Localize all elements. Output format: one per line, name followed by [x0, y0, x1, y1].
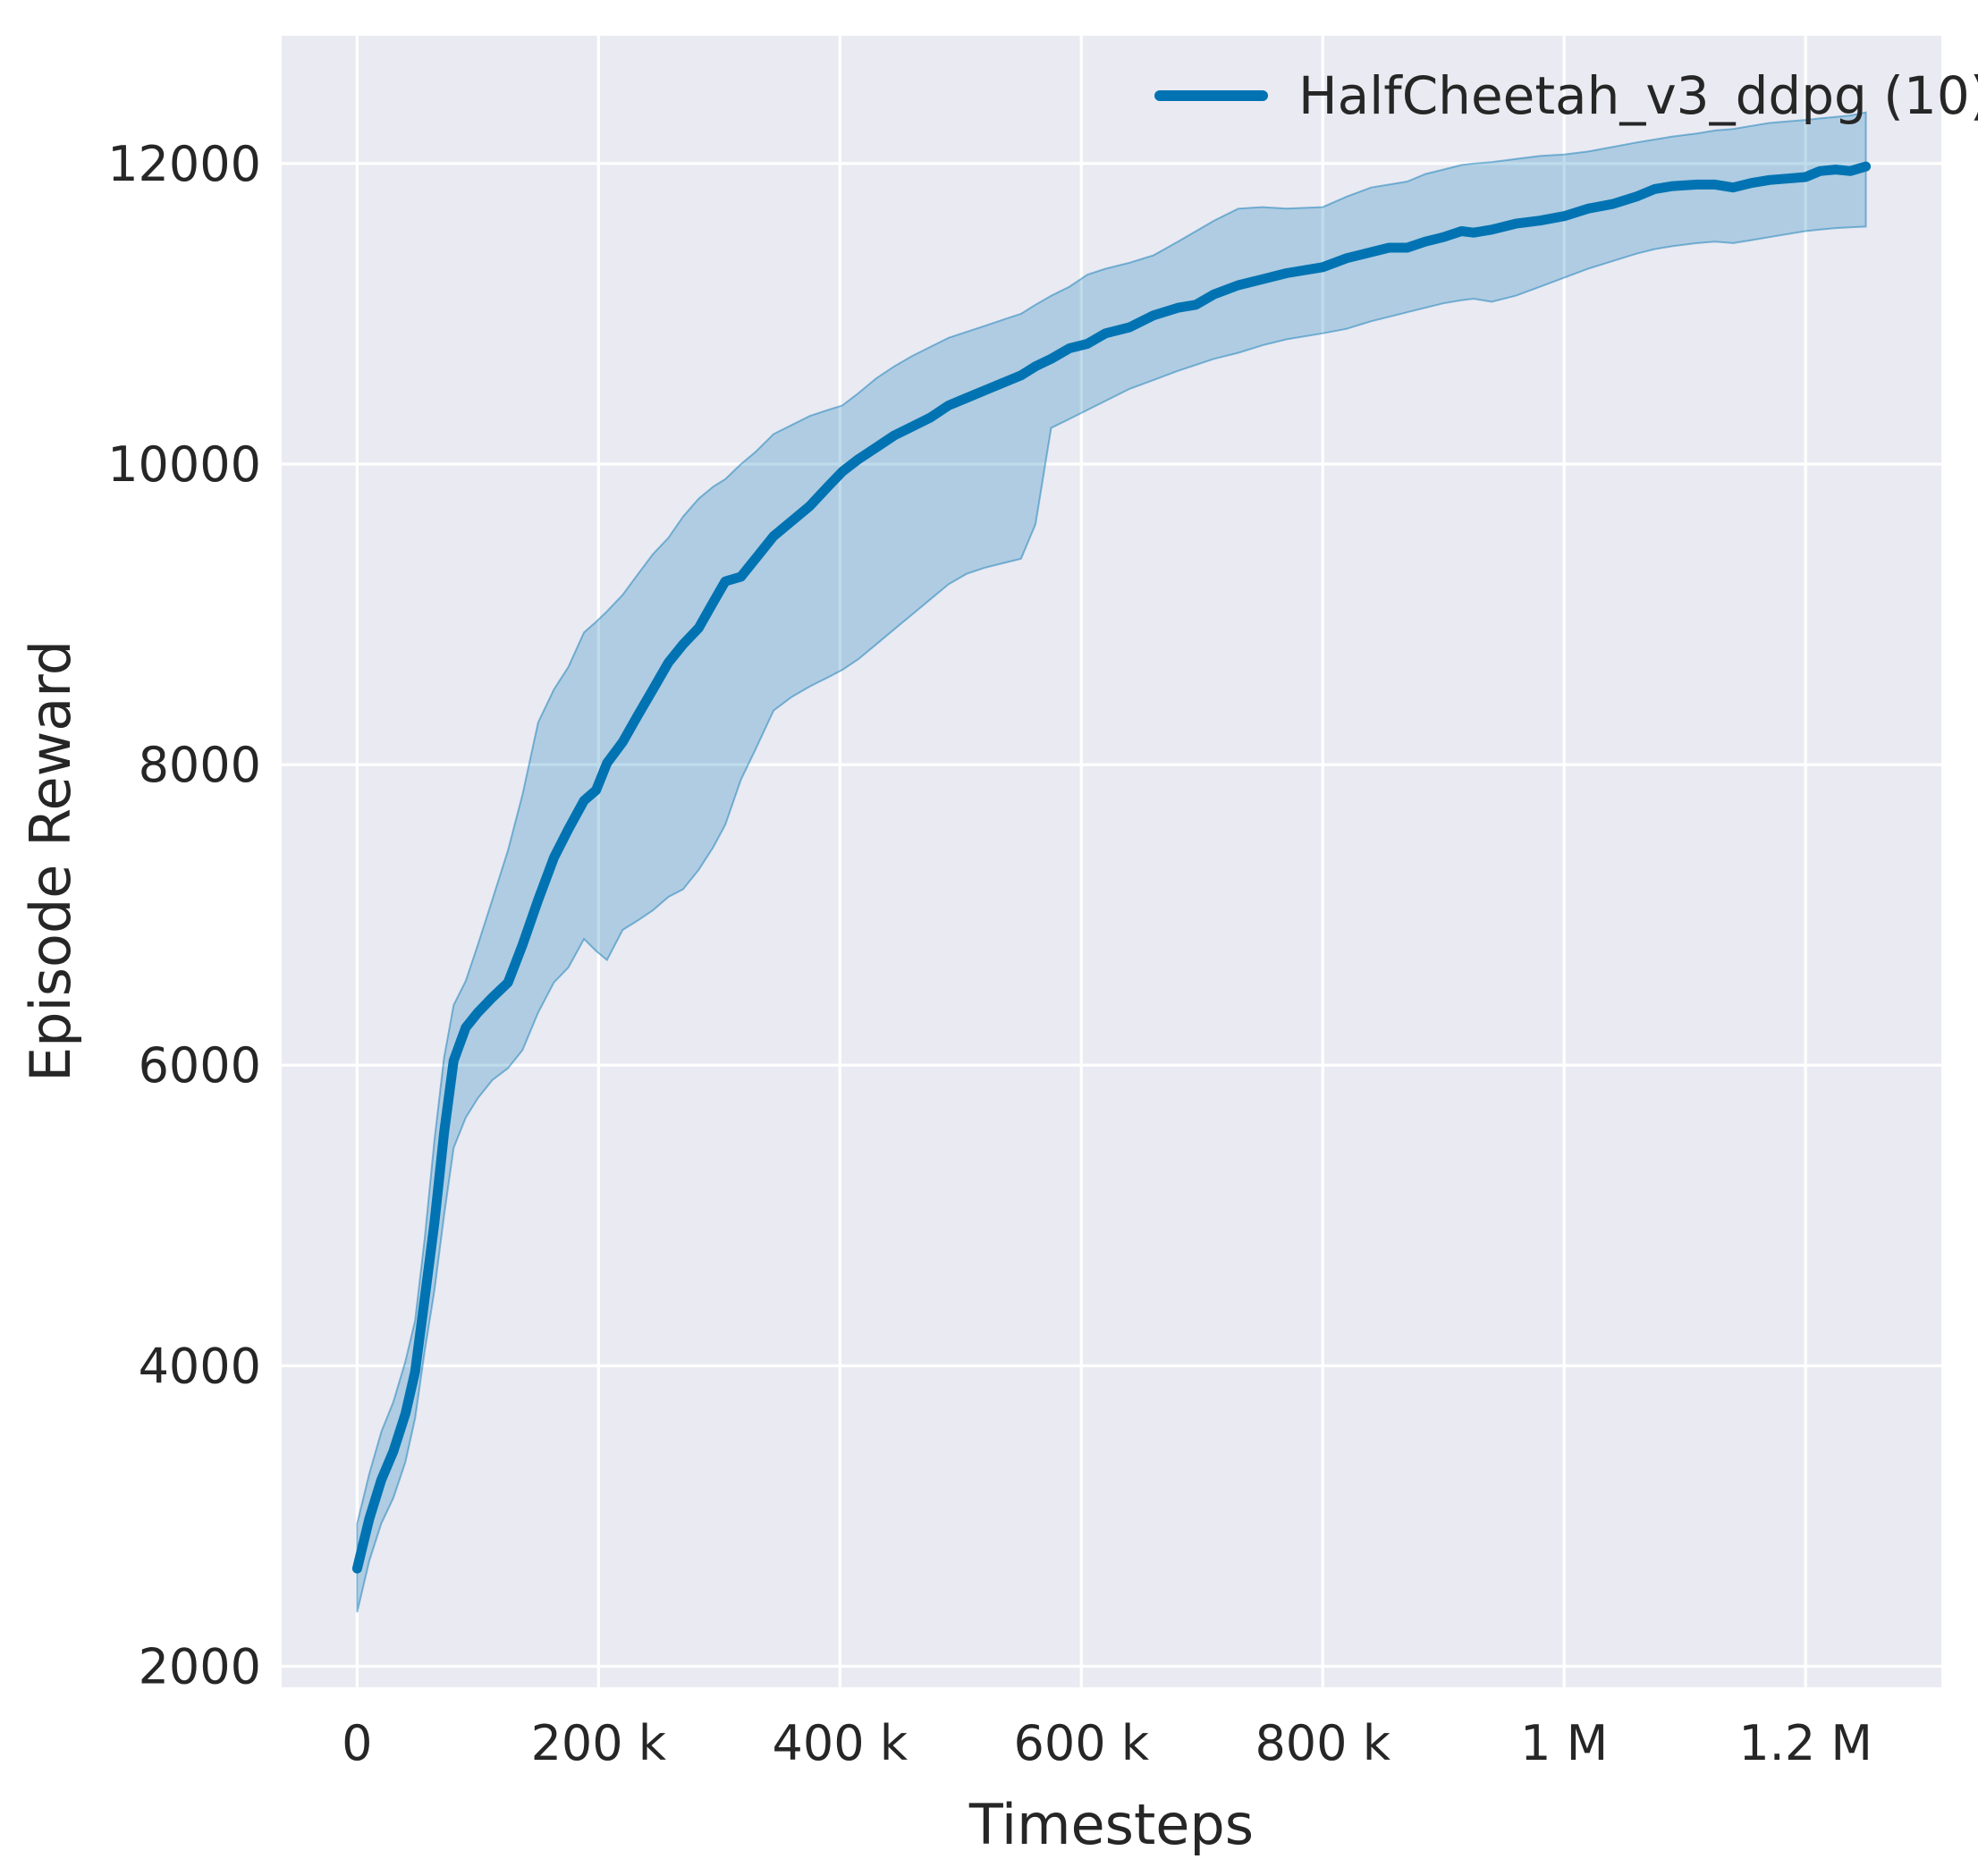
legend-entry-label: HalfCheetah_v3_ddpg (10): [1298, 65, 1978, 126]
x-tick-label: 400 k: [773, 1715, 909, 1771]
x-axis-label: Timesteps: [968, 1792, 1254, 1857]
x-tick-label: 800 k: [1255, 1715, 1391, 1771]
y-axis-tick-labels: 2000 4000 6000 8000 10000 12000: [107, 136, 261, 1695]
y-tick-label: 12000: [107, 136, 261, 192]
reward-curve: [351, 161, 1872, 1574]
plot-area: [282, 36, 1941, 1687]
x-axis-tick-labels: 0 200 k 400 k 600 k 800 k 1 M 1.2 M: [342, 1715, 1872, 1771]
y-tick-label: 8000: [139, 737, 261, 793]
confidence-band: [356, 111, 1867, 1613]
y-tick-label: 10000: [107, 436, 261, 493]
x-tick-label: 0: [342, 1715, 372, 1771]
x-tick-label: 1.2 M: [1738, 1715, 1872, 1771]
x-tick-label: 200 k: [531, 1715, 667, 1771]
y-tick-label: 2000: [139, 1638, 261, 1694]
x-tick-label: 600 k: [1013, 1715, 1149, 1771]
x-tick-label: 1 M: [1520, 1715, 1608, 1771]
y-axis-label: Episode Reward: [18, 640, 83, 1082]
y-tick-label: 4000: [139, 1338, 261, 1394]
gridlines: [282, 36, 1941, 1687]
legend: HalfCheetah_v3_ddpg (10): [1154, 65, 1978, 126]
y-tick-label: 6000: [139, 1037, 261, 1094]
